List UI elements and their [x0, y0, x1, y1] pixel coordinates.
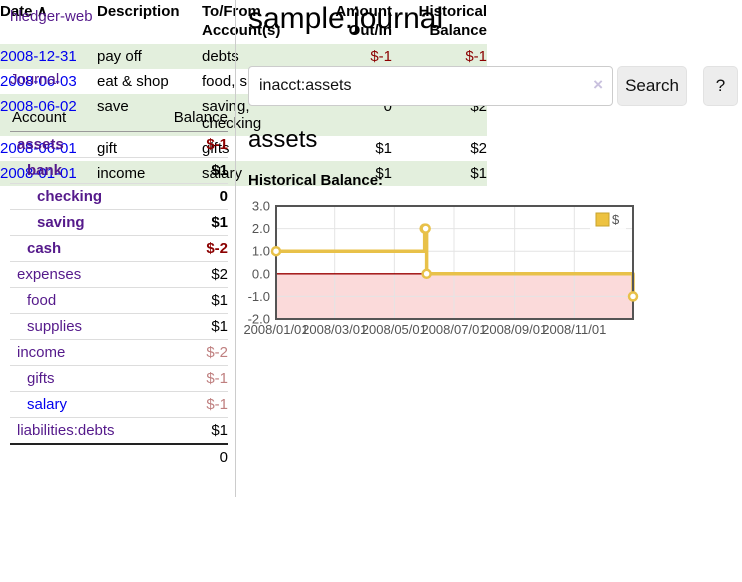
account-link-bank[interactable]: bank: [27, 162, 63, 179]
transaction-balance: $1: [470, 165, 487, 182]
transaction-date-link[interactable]: 2008-12-31: [0, 48, 77, 65]
account-link-expenses[interactable]: expenses: [17, 266, 82, 283]
account-row: saving $1: [10, 209, 228, 236]
transaction-amount: 0: [383, 98, 392, 115]
svg-text:2008/03/01: 2008/03/01: [302, 322, 367, 337]
account-row: income $-2: [10, 339, 228, 366]
legend-label: $: [612, 212, 620, 227]
chart-title: Historical Balance:: [248, 172, 384, 189]
account-row: cash $-2: [10, 235, 228, 262]
accounts-body: assets $-1 bank $1 checking 0 saving $1 cash $-2 e…: [10, 131, 228, 470]
chart-legend: $: [590, 209, 626, 231]
account-balance: $-2: [151, 235, 228, 262]
balance-chart: $3.0 2.0 1.0 0.0 -1.0 -2.0 2008/01/01 2008/03/0…: [238, 199, 648, 348]
svg-text:-2.0: -2.0: [248, 312, 270, 327]
svg-text:2008/07/01: 2008/07/01: [421, 322, 486, 337]
register-header-description: Description: [97, 3, 180, 20]
svg-text:1.0: 1.0: [252, 244, 270, 259]
account-row: liabilities:debts $1: [10, 417, 228, 444]
transaction-balance: $2: [470, 140, 487, 157]
accounts-header-account: Account: [10, 106, 152, 132]
account-link-cash[interactable]: cash: [27, 240, 62, 257]
transaction-amount: $-1: [370, 48, 392, 65]
account-row: gifts $-1: [10, 365, 228, 392]
legend-swatch: [595, 212, 610, 227]
clear-search-icon[interactable]: ×: [593, 75, 603, 94]
account-link-assets[interactable]: assets: [17, 136, 64, 153]
account-balance: $-2: [151, 339, 228, 366]
svg-text:-1.0: -1.0: [248, 289, 270, 304]
svg-text:2.0: 2.0: [252, 221, 270, 236]
register-header-row: Date ∧ Description To/From Account(s) Am…: [0, 0, 487, 44]
search-input[interactable]: [248, 66, 613, 106]
table-row: 2008-12-31 pay off debts $-1 $-1: [0, 44, 487, 69]
account-row: supplies $1: [10, 313, 228, 340]
data-point: [270, 245, 282, 257]
brand-link[interactable]: hledger-web: [10, 8, 93, 25]
search-box: ×: [248, 66, 613, 106]
accounts-total-balance: 0: [151, 443, 228, 470]
data-point: [627, 291, 639, 302]
svg-text:2008/05/01: 2008/05/01: [362, 322, 427, 337]
accounts-header-balance: Balance: [151, 106, 228, 132]
register-header-date[interactable]: Date ∧: [0, 3, 48, 20]
plot-border: [275, 205, 634, 320]
account-row: food $1: [10, 287, 228, 314]
accounts-balance-table: Account Balance assets $-1 bank $1 checking 0…: [10, 106, 228, 470]
svg-text:2008/11/01: 2008/11/01: [542, 322, 606, 337]
transaction-amount: $1: [375, 140, 392, 157]
transaction-amount: $1: [375, 165, 392, 182]
account-row: expenses $2: [10, 261, 228, 288]
register-header-amount: Amount Out/In: [335, 3, 392, 39]
account-link-salary[interactable]: salary: [27, 396, 68, 413]
account-link-checking[interactable]: checking: [37, 188, 103, 205]
svg-text:2008/01/01: 2008/01/01: [243, 322, 308, 337]
account-link-liabilities-debts[interactable]: liabilities:debts: [17, 422, 115, 439]
register-header-balance: Historical Balance: [418, 3, 487, 39]
chart-svg: $3.0 2.0 1.0 0.0 -1.0 -2.02008/01/012008/03/0…: [243, 199, 639, 337]
account-row: salary $-1: [10, 391, 228, 418]
transaction-description: pay off: [97, 48, 142, 65]
account-row: checking 0: [10, 183, 228, 210]
account-balance: 0: [151, 183, 228, 210]
data-point: [420, 223, 431, 234]
account-link-food[interactable]: food: [27, 292, 57, 309]
sidebar-item-journal[interactable]: Journal: [10, 71, 60, 88]
transaction-accounts: debts: [202, 48, 239, 65]
accounts-header-row: Account Balance: [10, 106, 228, 132]
account-balance: $-1: [151, 365, 228, 392]
account-balance: $1: [151, 287, 228, 314]
transaction-balance: $-1: [465, 48, 487, 65]
account-row: assets $-1: [10, 131, 228, 158]
svg-text:0.0: 0.0: [252, 266, 270, 281]
svg-text:3.0: 3.0: [252, 200, 270, 214]
account-balance: $1: [151, 417, 228, 444]
account-link-income[interactable]: income: [17, 344, 66, 361]
account-balance: $1: [151, 209, 228, 236]
account-heading: assets: [248, 126, 318, 153]
data-point: [421, 268, 432, 280]
account-row: bank $1: [10, 157, 228, 184]
search-button[interactable]: Search: [617, 66, 687, 106]
account-balance: $1: [151, 313, 228, 340]
sort-asc-icon: ∧: [36, 3, 48, 20]
account-link-saving[interactable]: saving: [37, 214, 85, 231]
account-balance: $-1: [151, 391, 228, 418]
account-balance: $2: [151, 261, 228, 288]
account-balance: $-1: [151, 131, 228, 158]
transaction-description: eat & shop: [97, 73, 169, 90]
account-balance: $1: [151, 157, 228, 184]
page-title: sample.journal: [248, 2, 444, 35]
account-link-gifts[interactable]: gifts: [27, 370, 55, 387]
register-header-accounts: To/From Account(s): [202, 3, 281, 39]
svg-text:2008/09/01: 2008/09/01: [482, 322, 547, 337]
sidebar-divider: [235, 0, 236, 497]
help-button[interactable]: ?: [703, 66, 738, 106]
account-link-supplies[interactable]: supplies: [27, 318, 83, 335]
accounts-total-row: 0: [10, 443, 228, 470]
transaction-date-link[interactable]: 2008-06-03: [0, 73, 77, 90]
